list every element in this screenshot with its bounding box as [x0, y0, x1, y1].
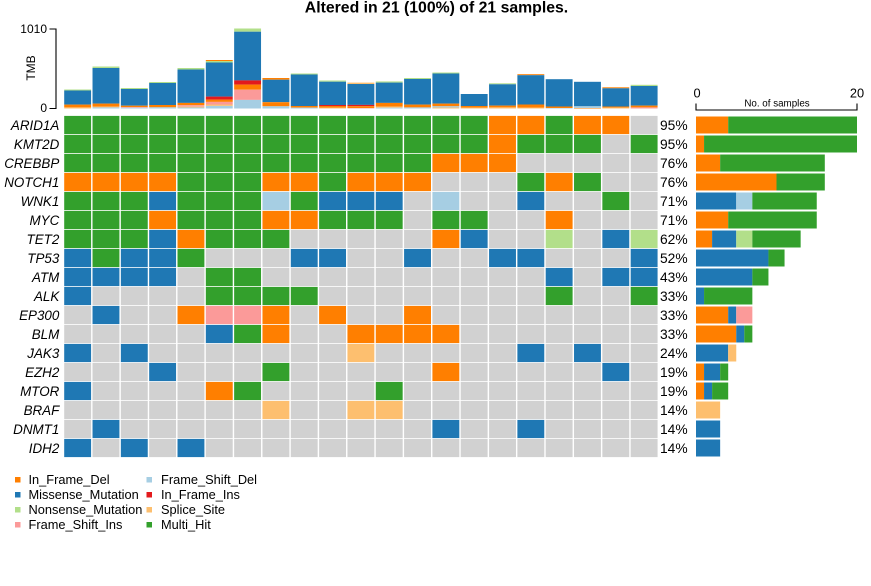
- svg-text:BLM: BLM: [32, 327, 60, 342]
- svg-text:0: 0: [693, 86, 700, 101]
- svg-text:Frame_Shift_Del: Frame_Shift_Del: [161, 472, 257, 487]
- svg-text:BRAF: BRAF: [24, 403, 61, 418]
- svg-text:76%: 76%: [660, 156, 688, 171]
- svg-text:IDH2: IDH2: [29, 441, 60, 456]
- svg-text:EZH2: EZH2: [25, 365, 60, 380]
- svg-text:0: 0: [40, 101, 47, 115]
- svg-text:20: 20: [850, 86, 864, 101]
- svg-text:ALK: ALK: [33, 289, 60, 304]
- svg-text:MTOR: MTOR: [20, 384, 60, 399]
- svg-text:ATM: ATM: [31, 270, 60, 285]
- svg-text:In_Frame_Ins: In_Frame_Ins: [161, 487, 240, 502]
- svg-text:1010: 1010: [20, 22, 47, 36]
- svg-text:19%: 19%: [660, 365, 688, 380]
- svg-text:TP53: TP53: [27, 251, 60, 266]
- svg-text:14%: 14%: [660, 403, 688, 418]
- svg-text:71%: 71%: [660, 213, 688, 228]
- svg-text:Nonsense_Mutation: Nonsense_Mutation: [29, 502, 143, 517]
- svg-text:WNK1: WNK1: [21, 194, 60, 209]
- svg-text:NOTCH1: NOTCH1: [4, 175, 59, 190]
- svg-text:33%: 33%: [660, 289, 688, 304]
- svg-text:24%: 24%: [660, 346, 688, 361]
- svg-text:DNMT1: DNMT1: [13, 422, 59, 437]
- svg-text:TET2: TET2: [27, 232, 60, 247]
- svg-text:76%: 76%: [660, 175, 688, 190]
- svg-text:MYC: MYC: [30, 213, 60, 228]
- svg-text:CREBBP: CREBBP: [4, 156, 59, 171]
- svg-text:33%: 33%: [660, 327, 688, 342]
- svg-text:95%: 95%: [660, 118, 688, 133]
- svg-text:TMB: TMB: [24, 55, 38, 80]
- svg-text:No. of samples: No. of samples: [744, 99, 809, 110]
- svg-text:ARID1A: ARID1A: [10, 118, 59, 133]
- svg-text:KMT2D: KMT2D: [14, 137, 60, 152]
- svg-text:Altered in 21 (100%) of 21 sam: Altered in 21 (100%) of 21 samples.: [305, 0, 568, 17]
- svg-text:14%: 14%: [660, 422, 688, 437]
- svg-text:95%: 95%: [660, 137, 688, 152]
- svg-text:14%: 14%: [660, 441, 688, 456]
- svg-text:52%: 52%: [660, 251, 688, 266]
- svg-text:Multi_Hit: Multi_Hit: [161, 517, 211, 532]
- svg-text:Splice_Site: Splice_Site: [161, 502, 225, 517]
- svg-text:43%: 43%: [660, 270, 688, 285]
- svg-text:33%: 33%: [660, 308, 688, 323]
- svg-text:JAK3: JAK3: [26, 346, 60, 361]
- svg-text:62%: 62%: [660, 232, 688, 247]
- svg-text:Missense_Mutation: Missense_Mutation: [29, 487, 139, 502]
- svg-text:In_Frame_Del: In_Frame_Del: [29, 472, 110, 487]
- svg-text:Frame_Shift_Ins: Frame_Shift_Ins: [29, 517, 123, 532]
- svg-text:19%: 19%: [660, 384, 688, 399]
- svg-text:71%: 71%: [660, 194, 688, 209]
- svg-text:EP300: EP300: [19, 308, 60, 323]
